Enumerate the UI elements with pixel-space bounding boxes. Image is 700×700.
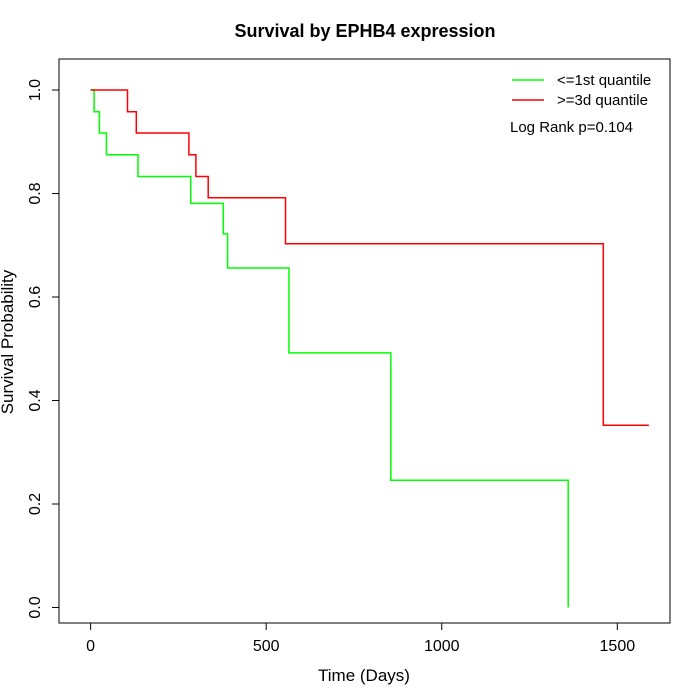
- chart-title: Survival by EPHB4 expression: [234, 21, 495, 41]
- y-axis: 0.0 0.2 0.4 0.6 0.8 1.0: [27, 79, 60, 619]
- x-tick-label: 1000: [424, 638, 460, 655]
- y-tick-label: 0.0: [27, 596, 44, 618]
- x-axis: 0 500 1000 1500: [86, 622, 636, 655]
- legend: <=1st quantile >=3d quantile Log Rank p=…: [510, 72, 651, 136]
- y-tick-label: 0.8: [27, 182, 44, 204]
- y-tick-label: 0.2: [27, 493, 44, 515]
- y-axis-label: Survival Probability: [0, 269, 17, 414]
- legend-label-series-2: >=3d quantile: [557, 92, 648, 109]
- legend-label-series-1: <=1st quantile: [557, 72, 651, 89]
- x-tick-label: 0: [86, 638, 95, 655]
- survival-curve-series-2: [90, 89, 649, 427]
- y-tick-label: 0.6: [27, 286, 44, 308]
- x-tick-label: 500: [253, 638, 280, 655]
- y-tick-label: 1.0: [27, 79, 44, 101]
- curves: [90, 89, 649, 608]
- survival-curve-series-1: [90, 89, 569, 608]
- y-tick-label: 0.4: [27, 389, 44, 411]
- x-tick-label: 1500: [600, 638, 636, 655]
- log-rank-annotation: Log Rank p=0.104: [510, 119, 633, 136]
- x-axis-label: Time (Days): [318, 666, 410, 685]
- plot-frame: [58, 58, 671, 624]
